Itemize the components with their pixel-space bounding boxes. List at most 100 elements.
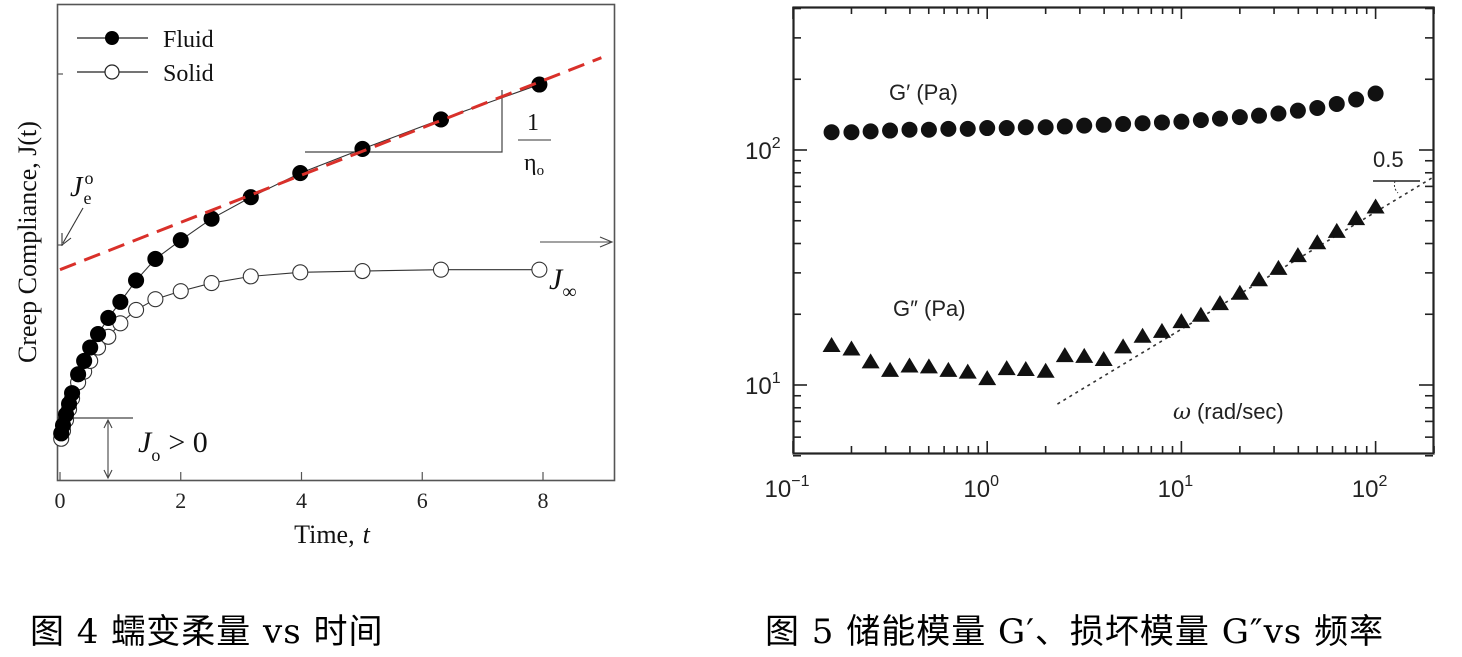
fluid-point bbox=[82, 339, 99, 356]
storage-modulus-point bbox=[862, 123, 879, 140]
y-axis-label: Creep Compliance, J(t) bbox=[13, 121, 42, 363]
loss-modulus-point bbox=[997, 360, 1016, 376]
x-tick-label: 4 bbox=[296, 488, 307, 513]
solid-point bbox=[531, 261, 548, 278]
je-arrowhead-icon bbox=[61, 233, 72, 247]
loss-modulus-point bbox=[1094, 351, 1113, 367]
storage-modulus-point bbox=[1192, 112, 1209, 129]
loss-modulus-point bbox=[1347, 210, 1366, 226]
loss-modulus-point bbox=[1016, 360, 1035, 376]
solid-point bbox=[292, 264, 309, 281]
loss-modulus-point bbox=[1250, 271, 1269, 287]
loss-modulus-point bbox=[1133, 327, 1152, 343]
slope-value-label: 0.5 bbox=[1373, 147, 1404, 172]
storage-modulus-point bbox=[1056, 118, 1073, 135]
x-tick-label: 101 bbox=[1158, 473, 1194, 503]
loss-modulus-point bbox=[1327, 222, 1346, 238]
x-tick-label: 10−1 bbox=[765, 473, 810, 503]
storage-modulus-point bbox=[1270, 105, 1287, 122]
log-axis-ticks bbox=[792, 7, 1435, 457]
storage-modulus-point bbox=[1115, 116, 1132, 133]
fluid-point bbox=[128, 272, 145, 289]
loss-modulus-point bbox=[1036, 362, 1055, 378]
loss-modulus-point bbox=[1191, 306, 1210, 322]
loss-modulus-point bbox=[881, 361, 900, 377]
loss-modulus-point bbox=[1269, 259, 1288, 275]
solid-point bbox=[242, 268, 259, 285]
storage-modulus-point bbox=[920, 121, 937, 138]
x-tick-label: 6 bbox=[417, 488, 428, 513]
loss-modulus-point bbox=[978, 370, 997, 386]
storage-modulus-point bbox=[1328, 95, 1345, 112]
x-tick-label: 102 bbox=[1352, 473, 1388, 503]
loss-modulus-point bbox=[861, 353, 880, 369]
loss-modulus-point bbox=[1152, 322, 1171, 338]
storage-modulus-point bbox=[1211, 110, 1228, 127]
storage-modulus-point bbox=[1017, 119, 1034, 136]
fluid-series-markers bbox=[53, 76, 548, 442]
loss-modulus-point bbox=[1230, 284, 1249, 300]
loss-modulus-label: G″ (Pa) bbox=[893, 296, 966, 321]
storage-modulus-point bbox=[959, 120, 976, 137]
x-axis-ticks bbox=[59, 472, 544, 480]
storage-modulus-point bbox=[1309, 99, 1326, 116]
loss-modulus-point bbox=[1308, 234, 1327, 250]
figure-5-caption: 图 5 储能模量 G′、损坏模量 G″vs 频率 bbox=[765, 612, 1385, 652]
x-tick-label: 100 bbox=[963, 473, 999, 503]
loss-modulus-markers bbox=[822, 198, 1385, 386]
loss-modulus-point bbox=[958, 363, 977, 379]
y-axis-tick-labels: 102 101 bbox=[745, 135, 781, 400]
solid-point bbox=[147, 291, 164, 308]
loss-modulus-point bbox=[900, 357, 919, 373]
fluid-point bbox=[100, 309, 117, 327]
fluid-point bbox=[89, 326, 107, 343]
x-axis-label: Time, t bbox=[294, 520, 370, 549]
storage-modulus-point bbox=[823, 124, 840, 141]
dynamic-moduli-plot: 10−1 100 101 102 102 101 G′ (Pa) G″ (Pa) 0.5… bbox=[745, 6, 1435, 503]
x-axis-label: ω (rad/sec) bbox=[1173, 399, 1284, 425]
solid-point bbox=[128, 301, 145, 318]
plot-frame bbox=[56, 3, 616, 482]
storage-modulus-point bbox=[1289, 102, 1306, 119]
storage-modulus-point bbox=[1348, 91, 1365, 108]
legend-fluid-label: Fluid bbox=[163, 27, 214, 53]
slope-angle-arc-icon bbox=[1393, 180, 1399, 194]
loss-modulus-point bbox=[1055, 347, 1074, 363]
storage-modulus-point bbox=[1173, 113, 1190, 130]
plot-frame bbox=[792, 6, 1435, 455]
storage-modulus-point bbox=[843, 124, 860, 141]
storage-modulus-markers bbox=[823, 85, 1384, 141]
loss-modulus-point bbox=[842, 340, 861, 356]
loss-modulus-point bbox=[1366, 198, 1385, 214]
y-tick-label: 102 bbox=[745, 135, 781, 165]
storage-modulus-point bbox=[1095, 116, 1112, 133]
solid-point bbox=[172, 283, 189, 300]
solid-point bbox=[432, 261, 450, 278]
loss-modulus-point bbox=[822, 336, 841, 352]
solid-series-line bbox=[60, 269, 540, 439]
loss-modulus-point bbox=[1210, 295, 1229, 311]
fluid-point bbox=[432, 111, 450, 128]
storage-modulus-point bbox=[1037, 119, 1054, 136]
jinf-arrowhead-icon bbox=[599, 236, 614, 248]
legend-solid-marker-icon bbox=[104, 64, 120, 80]
x-tick-label: 0 bbox=[55, 488, 66, 513]
fluid-point bbox=[172, 232, 189, 249]
fluid-point bbox=[64, 385, 81, 402]
solid-point bbox=[354, 262, 371, 280]
storage-modulus-point bbox=[882, 122, 899, 139]
dynamic-moduli-chart: 10−1 100 101 102 102 101 G′ (Pa) G″ (Pa) 0.5… bbox=[730, 0, 1462, 580]
loss-modulus-point bbox=[919, 358, 938, 374]
fluid-point bbox=[112, 293, 129, 310]
figure-4-caption: 图 4 蠕变柔量 vs 时间 bbox=[30, 612, 384, 652]
jo-label: Jo > 0 bbox=[138, 426, 208, 465]
storage-modulus-point bbox=[1134, 115, 1151, 132]
storage-modulus-point bbox=[1076, 117, 1093, 134]
x-axis-tick-labels: 0 2 4 6 8 bbox=[55, 488, 549, 513]
storage-modulus-point bbox=[1153, 114, 1170, 131]
slope-denominator: ηo bbox=[524, 150, 544, 179]
legend-fluid-marker-icon bbox=[105, 31, 119, 45]
slope-triangle bbox=[305, 90, 503, 153]
